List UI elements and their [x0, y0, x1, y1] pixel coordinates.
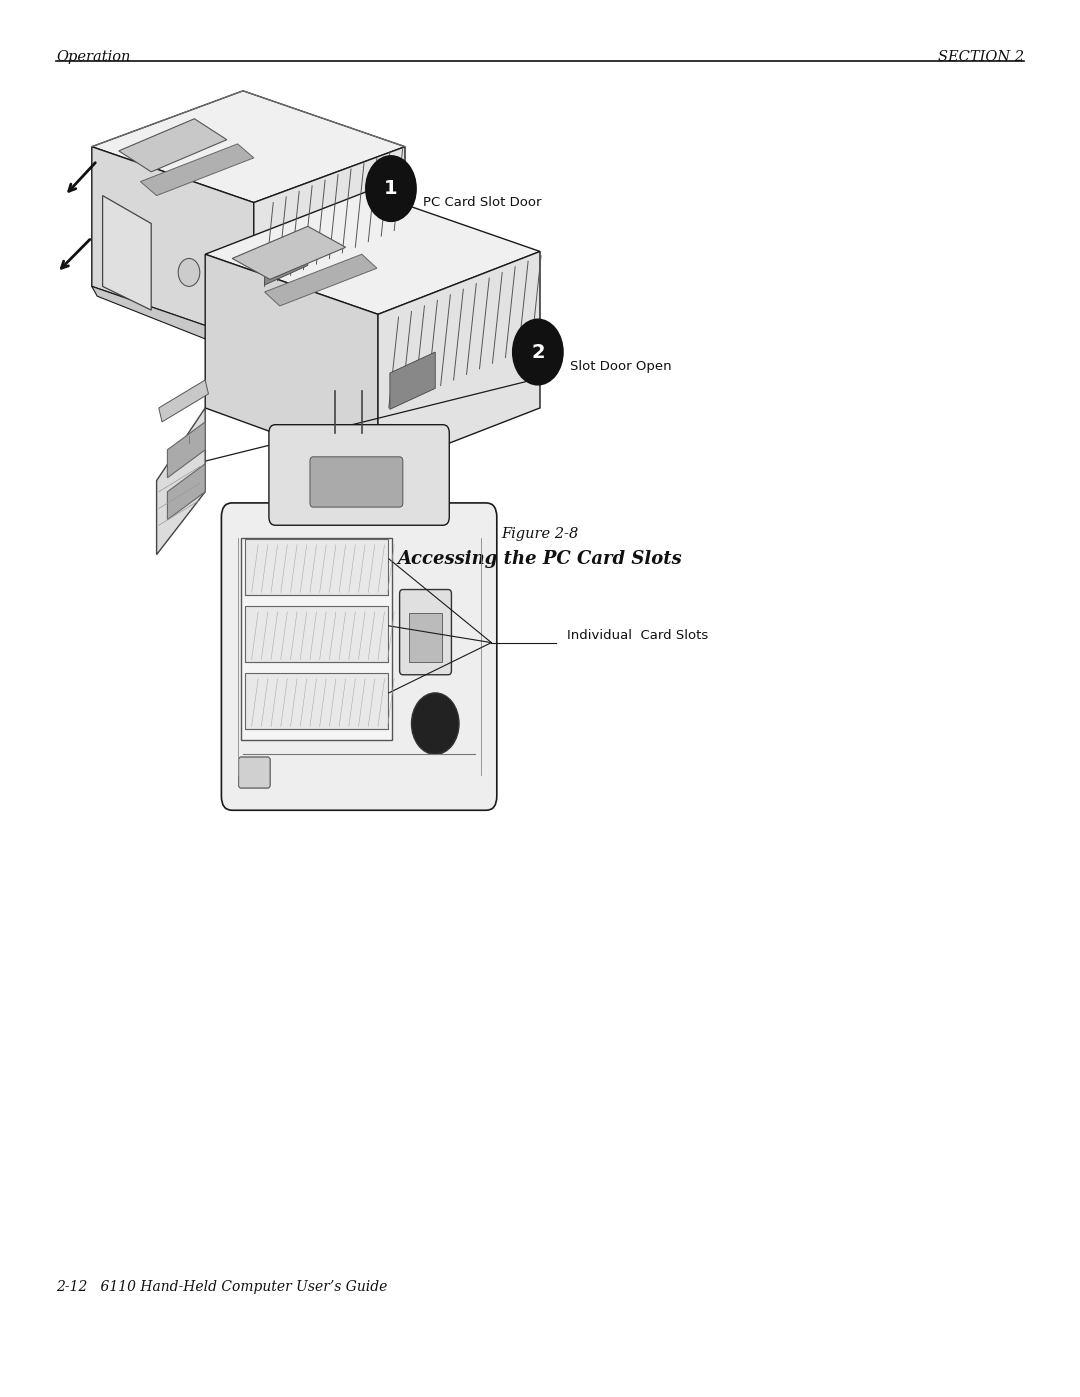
Text: 1: 1 — [384, 179, 397, 198]
FancyBboxPatch shape — [239, 757, 270, 788]
Polygon shape — [378, 251, 540, 471]
FancyBboxPatch shape — [221, 503, 497, 810]
FancyBboxPatch shape — [269, 425, 449, 525]
Text: Figure 2-8: Figure 2-8 — [501, 527, 579, 541]
Polygon shape — [265, 254, 377, 306]
Circle shape — [178, 258, 200, 286]
Circle shape — [411, 693, 459, 754]
Polygon shape — [205, 254, 378, 471]
Text: 2: 2 — [531, 342, 544, 362]
Text: PC Card Slot Door: PC Card Slot Door — [423, 196, 542, 210]
Polygon shape — [92, 286, 259, 359]
Bar — [245, 539, 388, 595]
Circle shape — [512, 319, 564, 386]
Polygon shape — [205, 191, 540, 314]
Circle shape — [365, 155, 417, 222]
Polygon shape — [157, 408, 205, 555]
Text: Individual  Card Slots: Individual Card Slots — [567, 629, 708, 643]
FancyBboxPatch shape — [400, 590, 451, 675]
Polygon shape — [390, 352, 435, 409]
Polygon shape — [92, 147, 254, 342]
Polygon shape — [103, 196, 151, 310]
Polygon shape — [119, 119, 227, 172]
FancyBboxPatch shape — [310, 457, 403, 507]
Text: Operation: Operation — [56, 49, 131, 64]
Polygon shape — [159, 380, 208, 422]
Polygon shape — [265, 232, 308, 285]
FancyBboxPatch shape — [241, 538, 392, 740]
FancyBboxPatch shape — [239, 757, 270, 788]
Bar — [245, 606, 388, 662]
FancyBboxPatch shape — [409, 613, 442, 662]
Polygon shape — [92, 91, 405, 203]
Bar — [245, 673, 388, 729]
Text: Accessing the PC Card Slots: Accessing the PC Card Slots — [397, 550, 683, 569]
Polygon shape — [167, 464, 205, 520]
Polygon shape — [254, 147, 405, 342]
Polygon shape — [140, 144, 254, 196]
Text: Slot Door Open: Slot Door Open — [570, 359, 672, 373]
Text: 2-12   6110 Hand-Held Computer User’s Guide: 2-12 6110 Hand-Held Computer User’s Guid… — [56, 1280, 388, 1294]
Text: SECTION 2: SECTION 2 — [937, 49, 1024, 64]
Polygon shape — [167, 422, 205, 478]
FancyBboxPatch shape — [239, 757, 270, 788]
Polygon shape — [232, 226, 346, 279]
